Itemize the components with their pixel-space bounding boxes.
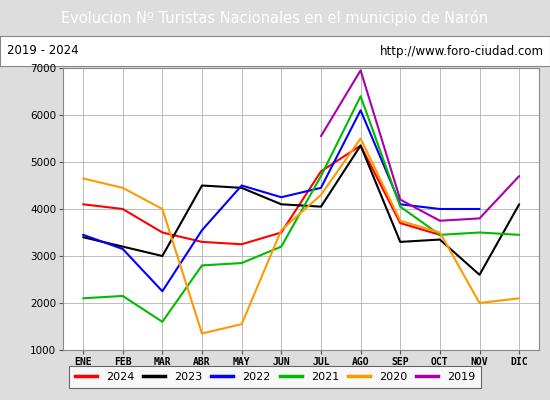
Text: Evolucion Nº Turistas Nacionales en el municipio de Narón: Evolucion Nº Turistas Nacionales en el m… [62,10,488,26]
Legend: 2024, 2023, 2022, 2021, 2020, 2019: 2024, 2023, 2022, 2021, 2020, 2019 [69,366,481,388]
Text: http://www.foro-ciudad.com: http://www.foro-ciudad.com [379,44,543,58]
Text: 2019 - 2024: 2019 - 2024 [7,44,78,58]
